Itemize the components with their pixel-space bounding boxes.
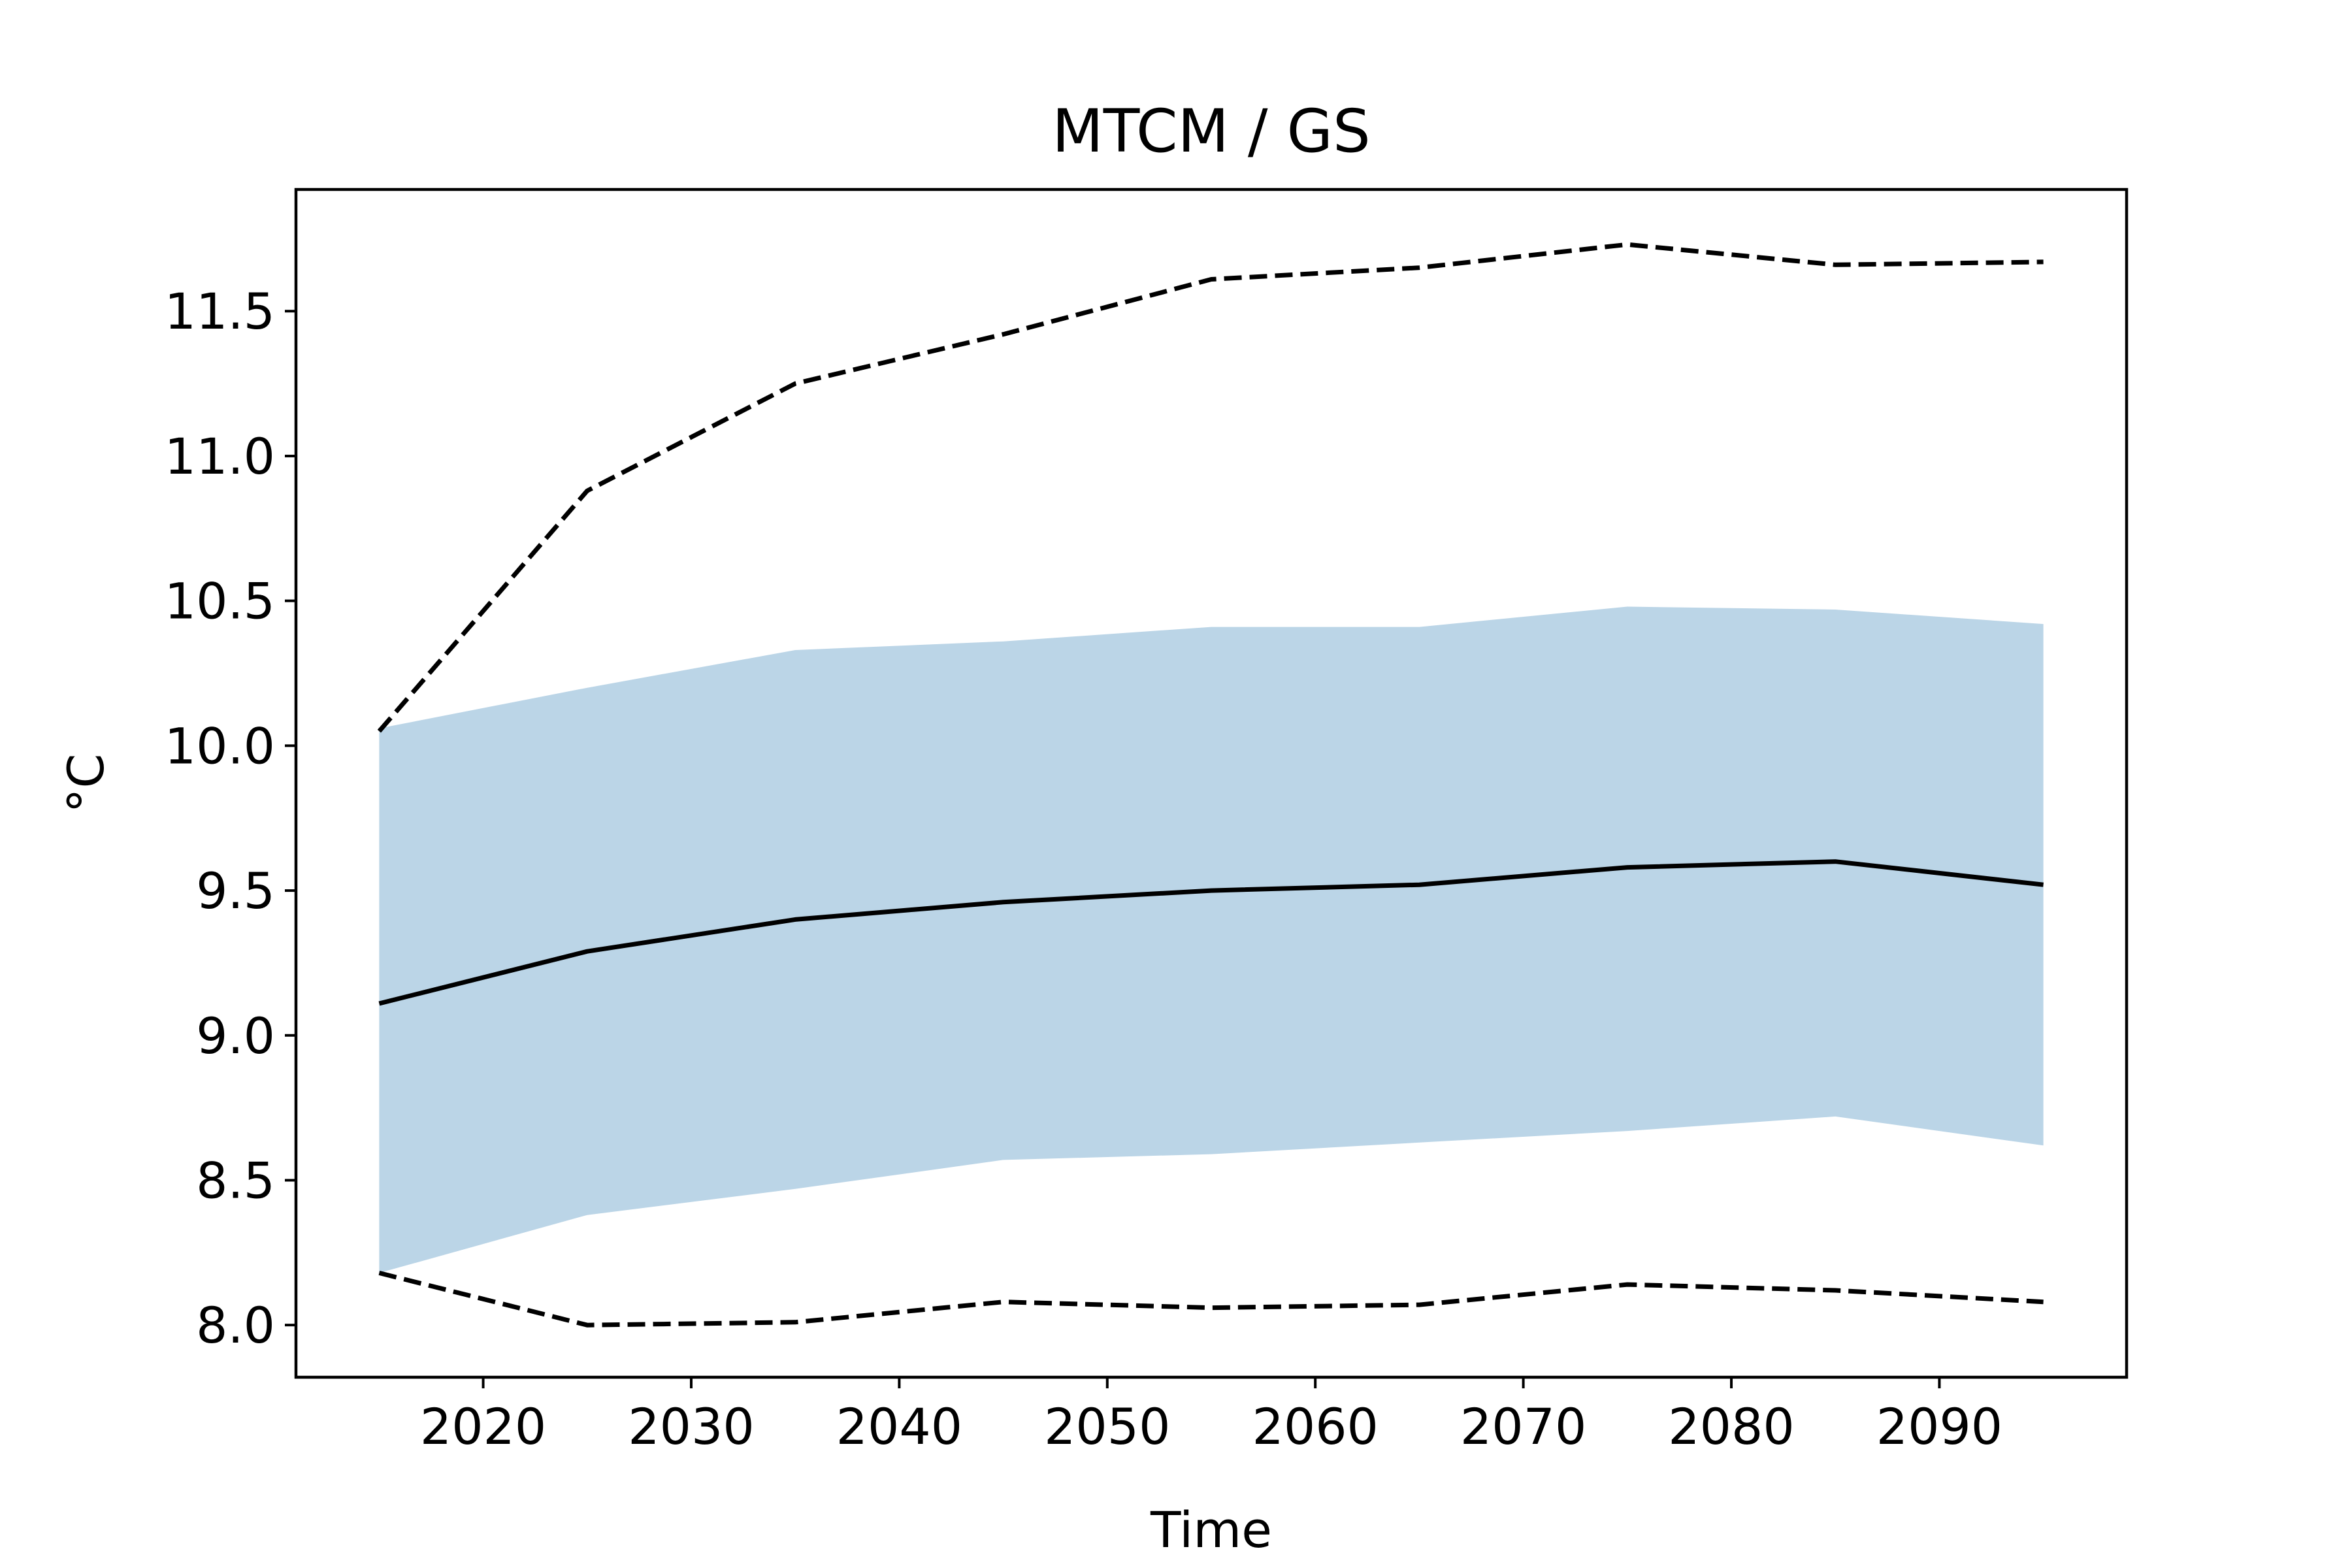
- x-tick-label: 2040: [836, 1397, 962, 1456]
- x-tick-label: 2090: [1876, 1397, 2002, 1456]
- y-tick-label: 10.5: [165, 572, 275, 630]
- y-tick-label: 9.0: [196, 1007, 275, 1065]
- plot-area: [377, 242, 2044, 1328]
- x-tick-label: 2050: [1044, 1397, 1170, 1456]
- y-tick-label: 10.0: [165, 717, 275, 775]
- y-tick-label: 8.0: [196, 1296, 275, 1354]
- x-tick-label: 2060: [1252, 1397, 1378, 1456]
- y-tick-label: 11.5: [165, 282, 275, 340]
- chart-title: MTCM / GS: [1052, 97, 1371, 166]
- y-tick-label: 9.5: [196, 862, 275, 920]
- series-line-max: [377, 242, 2044, 733]
- x-tick-label: 2020: [420, 1397, 546, 1456]
- series-line-min: [378, 1271, 2044, 1328]
- y-tick-label: 8.5: [196, 1151, 275, 1209]
- y-tick-label: 11.0: [165, 427, 275, 485]
- y-axis-label: °C: [57, 753, 115, 813]
- series-line-mean: [378, 859, 2044, 1006]
- x-axis-label: Time: [1150, 1501, 1272, 1559]
- range-band: [379, 606, 2044, 1273]
- y-axis: 8.0 8.5 9.0 9.5 10.0 10.5 11.0 11.5: [165, 282, 296, 1354]
- x-tick-label: 2080: [1668, 1397, 1794, 1456]
- x-tick-label: 2070: [1460, 1397, 1586, 1456]
- axes-frame: [294, 188, 2129, 1379]
- x-axis: 2020 2030 2040 2050 2060 2070 2080 2090: [420, 1377, 2002, 1456]
- x-tick-label: 2030: [628, 1397, 754, 1456]
